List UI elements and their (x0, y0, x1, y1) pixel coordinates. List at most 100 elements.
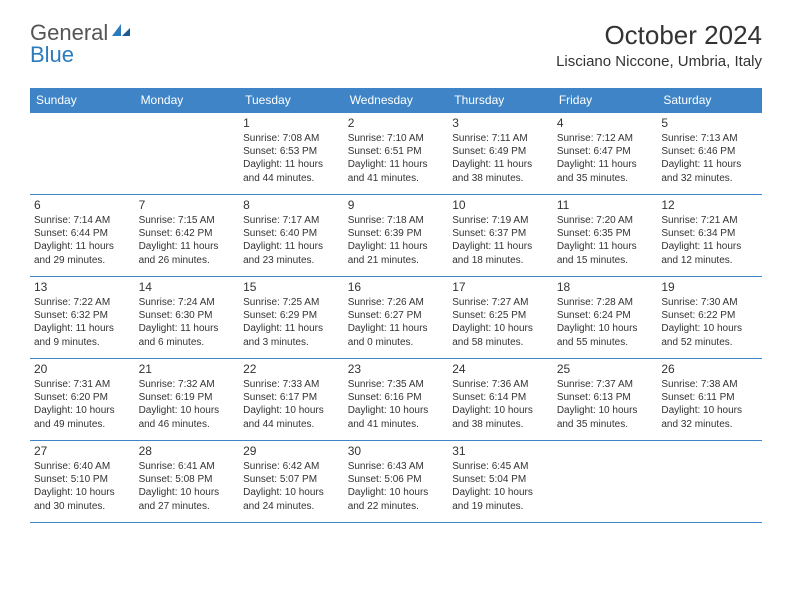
day-info: Sunrise: 7:12 AMSunset: 6:47 PMDaylight:… (557, 132, 654, 185)
sunset: Sunset: 6:49 PM (452, 145, 549, 158)
sunrise: Sunrise: 6:42 AM (243, 460, 340, 473)
sunrise: Sunrise: 7:38 AM (661, 378, 758, 391)
calendar-cell: 7 Sunrise: 7:15 AMSunset: 6:42 PMDaylight… (135, 195, 240, 277)
day-info: Sunrise: 7:19 AMSunset: 6:37 PMDaylight:… (452, 214, 549, 267)
day-number: 10 (452, 198, 549, 212)
daylight: Daylight: 11 hours and 9 minutes. (34, 322, 131, 348)
day-number: 23 (348, 362, 445, 376)
calendar-cell: 12Sunrise: 7:21 AMSunset: 6:34 PMDayligh… (657, 195, 762, 277)
daylight: Daylight: 10 hours and 27 minutes. (139, 486, 236, 512)
day-number: 13 (34, 280, 131, 294)
day-info: Sunrise: 7:36 AMSunset: 6:14 PMDaylight:… (452, 378, 549, 431)
day-header: Saturday (657, 88, 762, 113)
daylight: Daylight: 11 hours and 35 minutes. (557, 158, 654, 184)
sunrise: Sunrise: 7:14 AM (34, 214, 131, 227)
sunrise: Sunrise: 7:33 AM (243, 378, 340, 391)
calendar-cell: 28 Sunrise: 6:41 AMSunset: 5:08 PMDayligh… (135, 441, 240, 523)
day-info: Sunrise: 7:17 AMSunset: 6:40 PMDaylight:… (243, 214, 340, 267)
calendar-cell: 13 Sunrise: 7:22 AMSunset: 6:32 PMDayligh… (30, 277, 135, 359)
daylight: Daylight: 10 hours and 44 minutes. (243, 404, 340, 430)
sunset: Sunset: 5:04 PM (452, 473, 549, 486)
daylight: Daylight: 11 hours and 0 minutes. (348, 322, 445, 348)
sunrise: Sunrise: 7:12 AM (557, 132, 654, 145)
daylight: Daylight: 10 hours and 58 minutes. (452, 322, 549, 348)
day-info: Sunrise: 7:11 AMSunset: 6:49 PMDaylight:… (452, 132, 549, 185)
sunrise: Sunrise: 7:13 AM (661, 132, 758, 145)
calendar-cell: 14Sunrise: 7:24 AMSunset: 6:30 PMDayligh… (135, 277, 240, 359)
day-info: Sunrise: 7:35 AMSunset: 6:16 PMDaylight:… (348, 378, 445, 431)
day-number: 16 (348, 280, 445, 294)
day-number: 19 (661, 280, 758, 294)
daylight: Daylight: 10 hours and 32 minutes. (661, 404, 758, 430)
day-header: Wednesday (344, 88, 449, 113)
daylight: Daylight: 10 hours and 46 minutes. (139, 404, 236, 430)
calendar-cell: 9Sunrise: 7:18 AMSunset: 6:39 PMDaylight… (344, 195, 449, 277)
sunrise: Sunrise: 6:41 AM (139, 460, 236, 473)
daylight: Daylight: 11 hours and 26 minutes. (139, 240, 236, 266)
day-info: Sunrise: 6:40 AMSunset: 5:10 PMDaylight:… (34, 460, 131, 513)
day-info: Sunrise: 7:13 AMSunset: 6:46 PMDaylight:… (661, 132, 758, 185)
sunset: Sunset: 6:47 PM (557, 145, 654, 158)
location: Lisciano Niccone, Umbria, Italy (556, 53, 762, 70)
day-info: Sunrise: 7:15 AMSunset: 6:42 PMDaylight:… (139, 214, 236, 267)
day-info: Sunrise: 7:22 AMSunset: 6:32 PMDaylight:… (34, 296, 131, 349)
sunrise: Sunrise: 6:43 AM (348, 460, 445, 473)
daylight: Daylight: 10 hours and 19 minutes. (452, 486, 549, 512)
day-info: Sunrise: 6:42 AMSunset: 5:07 PMDaylight:… (243, 460, 340, 513)
calendar-week-row: 27Sunrise: 6:40 AMSunset: 5:10 PMDayligh… (30, 441, 762, 523)
sunrise: Sunrise: 7:37 AM (557, 378, 654, 391)
day-number: 28 (139, 444, 236, 458)
sunrise: Sunrise: 7:21 AM (661, 214, 758, 227)
sunset: Sunset: 6:24 PM (557, 309, 654, 322)
day-info: Sunrise: 7:20 AMSunset: 6:35 PMDaylight:… (557, 214, 654, 267)
calendar-cell: 25Sunrise: 7:37 AMSunset: 6:13 PMDayligh… (553, 359, 658, 441)
sunset: Sunset: 6:46 PM (661, 145, 758, 158)
day-header: Friday (553, 88, 658, 113)
sunset: Sunset: 6:32 PM (34, 309, 131, 322)
daylight: Daylight: 11 hours and 38 minutes. (452, 158, 549, 184)
day-info: Sunrise: 7:32 AMSunset: 6:19 PMDaylight:… (139, 378, 236, 431)
day-number: 9 (348, 198, 445, 212)
day-info: Sunrise: 7:14 AMSunset: 6:44 PMDaylight:… (34, 214, 131, 267)
sunrise: Sunrise: 7:35 AM (348, 378, 445, 391)
calendar-cell: 18Sunrise: 7:28 AMSunset: 6:24 PMDayligh… (553, 277, 658, 359)
sunset: Sunset: 6:25 PM (452, 309, 549, 322)
calendar-week-row: 13Sunrise: 7:22 AMSunset: 6:32 PMDayligh… (30, 277, 762, 359)
sunrise: Sunrise: 7:22 AM (34, 296, 131, 309)
daylight: Daylight: 10 hours and 49 minutes. (34, 404, 131, 430)
sunset: Sunset: 5:10 PM (34, 473, 131, 486)
calendar-cell: 17Sunrise: 7:27 AMSunset: 6:25 PMDayligh… (448, 277, 553, 359)
calendar-cell: 30Sunrise: 6:43 AMSunset: 5:06 PMDayligh… (344, 441, 449, 523)
sunrise: Sunrise: 7:27 AM (452, 296, 549, 309)
sunrise: Sunrise: 7:19 AM (452, 214, 549, 227)
day-number: 31 (452, 444, 549, 458)
daylight: Daylight: 11 hours and 23 minutes. (243, 240, 340, 266)
sunset: Sunset: 6:13 PM (557, 391, 654, 404)
day-info: Sunrise: 6:41 AMSunset: 5:08 PMDaylight:… (139, 460, 236, 513)
day-number: 7 (139, 198, 236, 212)
sunrise: Sunrise: 6:40 AM (34, 460, 131, 473)
sunset: Sunset: 6:39 PM (348, 227, 445, 240)
sunset: Sunset: 6:30 PM (139, 309, 236, 322)
sunrise: Sunrise: 7:10 AM (348, 132, 445, 145)
calendar-cell: 8Sunrise: 7:17 AMSunset: 6:40 PMDaylight… (239, 195, 344, 277)
daylight: Daylight: 10 hours and 55 minutes. (557, 322, 654, 348)
sunrise: Sunrise: 7:15 AM (139, 214, 236, 227)
sunset: Sunset: 6:34 PM (661, 227, 758, 240)
calendar-cell: 22Sunrise: 7:33 AMSunset: 6:17 PMDayligh… (239, 359, 344, 441)
calendar-cell: 16Sunrise: 7:26 AMSunset: 6:27 PMDayligh… (344, 277, 449, 359)
day-info: Sunrise: 7:30 AMSunset: 6:22 PMDaylight:… (661, 296, 758, 349)
daylight: Daylight: 11 hours and 15 minutes. (557, 240, 654, 266)
day-number: 24 (452, 362, 549, 376)
daylight: Daylight: 10 hours and 35 minutes. (557, 404, 654, 430)
day-info: Sunrise: 7:38 AMSunset: 6:11 PMDaylight:… (661, 378, 758, 431)
header: General October 2024 Lisciano Niccone, U… (30, 20, 762, 70)
calendar-cell: 3Sunrise: 7:11 AMSunset: 6:49 PMDaylight… (448, 113, 553, 195)
day-number: 4 (557, 116, 654, 130)
sunset: Sunset: 6:40 PM (243, 227, 340, 240)
day-info: Sunrise: 7:25 AMSunset: 6:29 PMDaylight:… (243, 296, 340, 349)
calendar-week-row: 20Sunrise: 7:31 AMSunset: 6:20 PMDayligh… (30, 359, 762, 441)
daylight: Daylight: 10 hours and 41 minutes. (348, 404, 445, 430)
day-info: Sunrise: 7:24 AMSunset: 6:30 PMDaylight:… (139, 296, 236, 349)
sunrise: Sunrise: 7:08 AM (243, 132, 340, 145)
